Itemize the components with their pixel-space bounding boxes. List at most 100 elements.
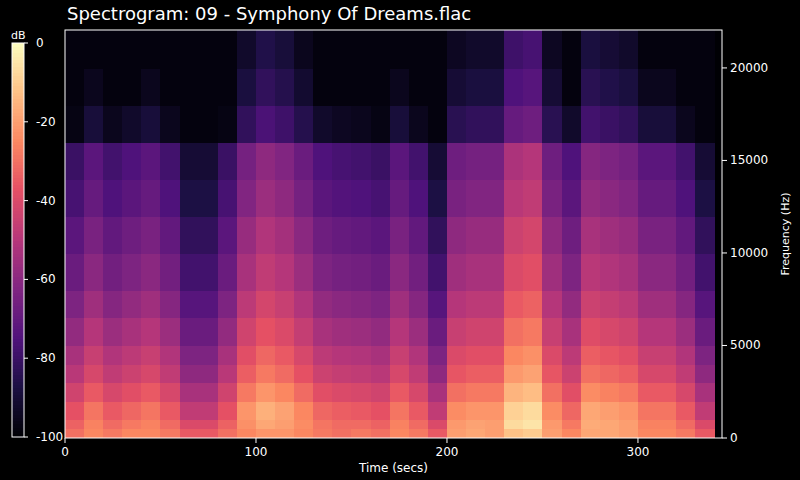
cell [294,429,314,438]
cell [141,253,161,291]
cell [562,382,582,401]
cell [122,318,142,346]
cell [218,382,238,401]
cell [103,345,123,364]
cell [371,253,391,291]
cell [447,30,467,69]
cell [103,179,123,217]
cell [160,68,180,106]
cell [84,382,104,401]
cell [275,429,295,438]
cell [160,345,180,364]
cell [199,253,219,291]
cell [695,318,715,346]
cell [657,318,677,346]
cell [122,364,142,383]
cell [695,142,715,180]
y-tick-label: 5000 [730,338,761,352]
cell [218,68,238,106]
cell [657,345,677,364]
cell [638,179,658,217]
cell [141,142,161,180]
cell [351,401,371,420]
cell [237,382,257,401]
cell [542,429,562,438]
cell [332,419,352,429]
cell [256,382,276,401]
cell [103,105,123,143]
cell [218,401,238,420]
cell [409,364,429,383]
cell [275,364,295,383]
cell [313,382,333,401]
title: Spectrogram: 09 - Symphony Of Dreams.fla… [67,3,471,24]
cell [65,429,85,438]
cell [160,179,180,217]
cell [581,364,601,383]
cell [638,30,658,69]
cell [657,401,677,420]
cell [409,68,429,106]
cell [447,419,467,429]
cell [485,179,505,217]
cell [523,419,543,429]
cell [199,364,219,383]
plot-area [65,30,722,438]
cell [103,382,123,401]
cell [485,142,505,180]
cell [160,429,180,438]
cell [657,68,677,106]
cell [485,30,505,69]
cell [160,382,180,401]
cell [371,429,391,438]
cell [695,290,715,318]
cell [523,318,543,346]
cell [562,142,582,180]
cell [390,318,410,346]
cell [447,345,467,364]
cell [65,30,85,69]
cell [351,364,371,383]
cell [581,382,601,401]
cell [122,345,142,364]
cell [122,290,142,318]
cell [275,142,295,180]
cell [542,105,562,143]
cell [562,216,582,254]
cell [542,253,562,291]
cell [657,216,677,254]
cell [638,216,658,254]
cell [351,216,371,254]
cell [504,290,524,318]
cell [657,290,677,318]
cell [638,290,658,318]
cell [485,345,505,364]
cell [351,68,371,106]
cell [390,30,410,69]
cell [409,345,429,364]
cell [371,419,391,429]
cell [218,290,238,318]
cell [313,68,333,106]
cell [237,142,257,180]
cell [65,382,85,401]
cell [256,318,276,346]
cell [447,142,467,180]
cell [600,253,620,291]
cell [657,429,677,438]
cell [466,30,486,69]
cell [199,68,219,106]
background [0,0,800,480]
cell [351,318,371,346]
cell [409,419,429,429]
cell [103,364,123,383]
cell [84,30,104,69]
cell [103,419,123,429]
x-tick-label: 200 [436,445,459,459]
cell [466,401,486,420]
cell [371,290,391,318]
cell [428,364,448,383]
cell [428,253,448,291]
cell [542,68,562,106]
x-tick [637,438,638,443]
